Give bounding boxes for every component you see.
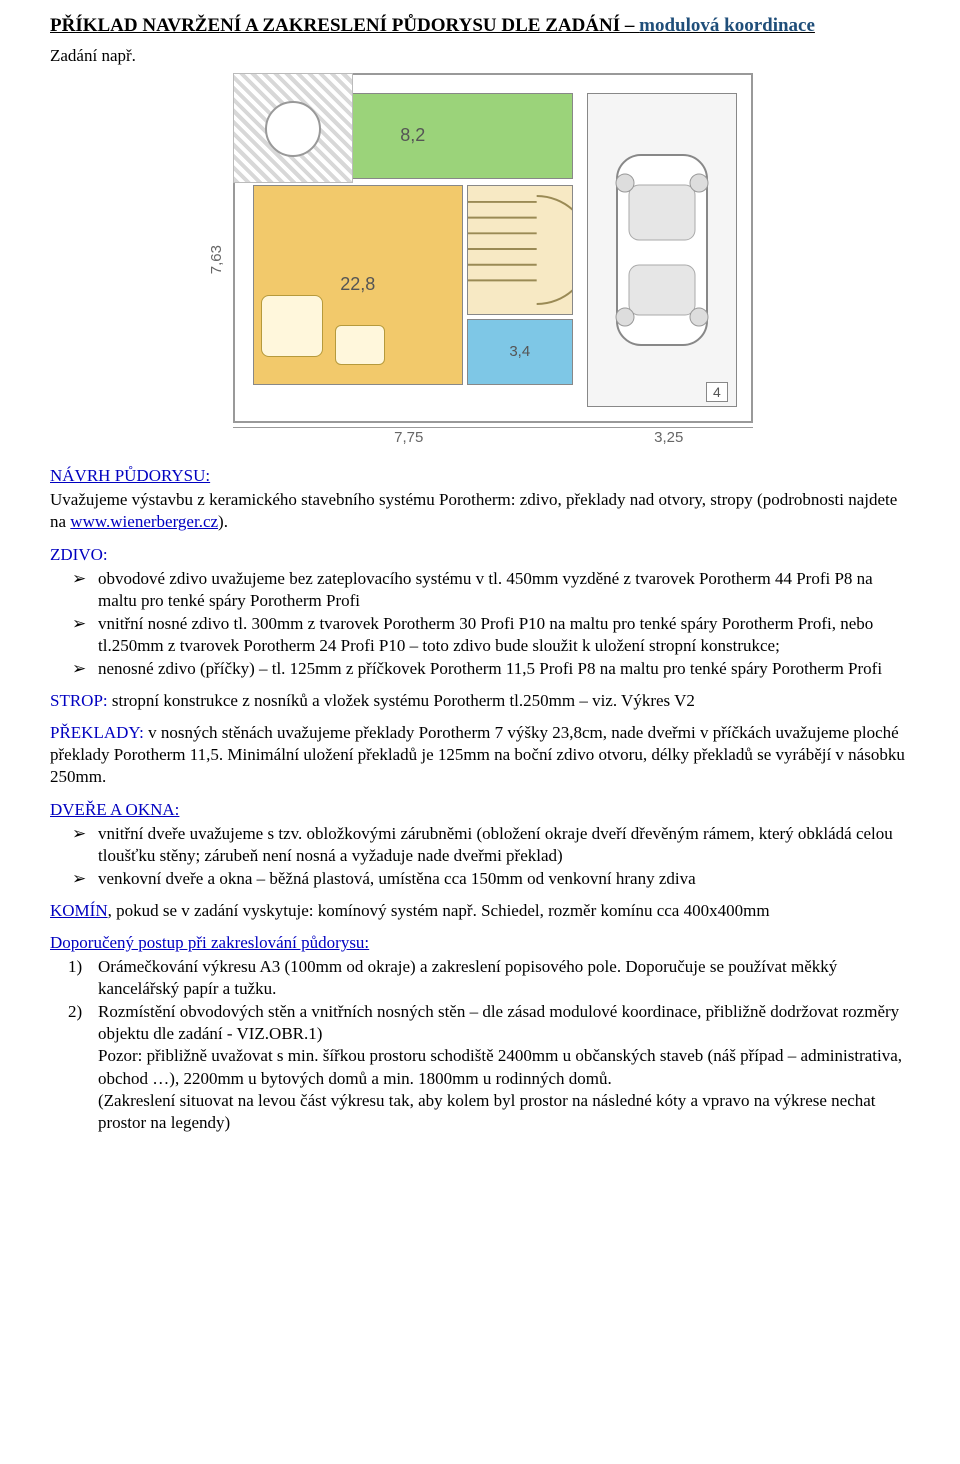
floor-plan-figure: 7,63 22,8 8,2 [50, 73, 910, 448]
dvere-heading: DVEŘE A OKNA: [50, 799, 910, 821]
preklady-text: v nosných stěnách uvažujeme překlady Por… [50, 723, 905, 786]
subtitle: Zadání např. [50, 45, 910, 67]
list-item: vnitřní dveře uvažujeme s tzv. obložkový… [98, 823, 910, 867]
list-item: obvodové zdivo uvažujeme bez zateplovací… [98, 568, 910, 612]
komin-paragraph: KOMÍN, pokud se v zadání vyskytuje: komí… [50, 900, 910, 922]
postup-list: Orámečkování výkresu A3 (100mm od okraje… [50, 956, 910, 1134]
room-bath: 3,4 [467, 319, 573, 385]
dvere-list: vnitřní dveře uvažujeme s tzv. obložkový… [50, 823, 910, 890]
floor-plan-container: 22,8 8,2 3,4 [233, 73, 753, 423]
armchair-icon [335, 325, 385, 365]
garage-number: 4 [706, 382, 728, 402]
strop-text: stropní konstrukce z nosníků a vložek sy… [108, 691, 695, 710]
navrh-heading: NÁVRH PŮDORYSU: [50, 465, 910, 487]
list-item: nenosné zdivo (příčky) – tl. 125mm z pří… [98, 658, 910, 680]
strop-label: STROP: [50, 691, 108, 710]
komin-label: KOMÍN [50, 901, 108, 920]
dim-width-left: 7,75 [233, 427, 585, 448]
room-garage: 4 [587, 93, 737, 407]
wienerberger-link[interactable]: www.wienerberger.cz [70, 512, 218, 531]
postup-item-2-text: Rozmístění obvodových stěn a vnitřních n… [98, 1002, 902, 1131]
preklady-paragraph: PŘEKLADY: v nosných stěnách uvažujeme př… [50, 722, 910, 788]
list-item: Orámečkování výkresu A3 (100mm od okraje… [98, 956, 910, 1000]
table-icon [265, 101, 321, 157]
postup-heading: Doporučený postup při zakreslování půdor… [50, 932, 910, 954]
strop-paragraph: STROP: stropní konstrukce z nosníků a vl… [50, 690, 910, 712]
zdivo-list: obvodové zdivo uvažujeme bez zateplovací… [50, 568, 910, 680]
list-item: venkovní dveře a okna – běžná plastová, … [98, 868, 910, 890]
navrh-paragraph: Uvažujeme výstavbu z keramického stavebn… [50, 489, 910, 533]
title-highlight: modulová koordinace [639, 15, 815, 36]
preklady-label: PŘEKLADY: [50, 723, 144, 742]
stairs-icon [468, 186, 572, 314]
sofa-icon [261, 295, 323, 357]
list-item: Rozmístění obvodových stěn a vnitřních n… [98, 1001, 910, 1134]
dim-height: 7,63 [207, 245, 227, 274]
komin-text: , pokud se v zadání vyskytuje: komínový … [108, 901, 770, 920]
page-title: PŘÍKLAD NAVRŽENÍ A ZAKRESLENÍ PŮDORYSU D… [50, 14, 910, 39]
zdivo-heading: ZDIVO: [50, 544, 910, 566]
title-main: PŘÍKLAD NAVRŽENÍ A ZAKRESLENÍ PŮDORYSU D… [50, 15, 639, 36]
room-stairs [467, 185, 573, 315]
dim-width-right: 3,25 [585, 427, 753, 448]
list-item: vnitřní nosné zdivo tl. 300mm z tvarovek… [98, 613, 910, 657]
car-icon [607, 135, 717, 365]
navrh-text-2: ). [218, 512, 228, 531]
